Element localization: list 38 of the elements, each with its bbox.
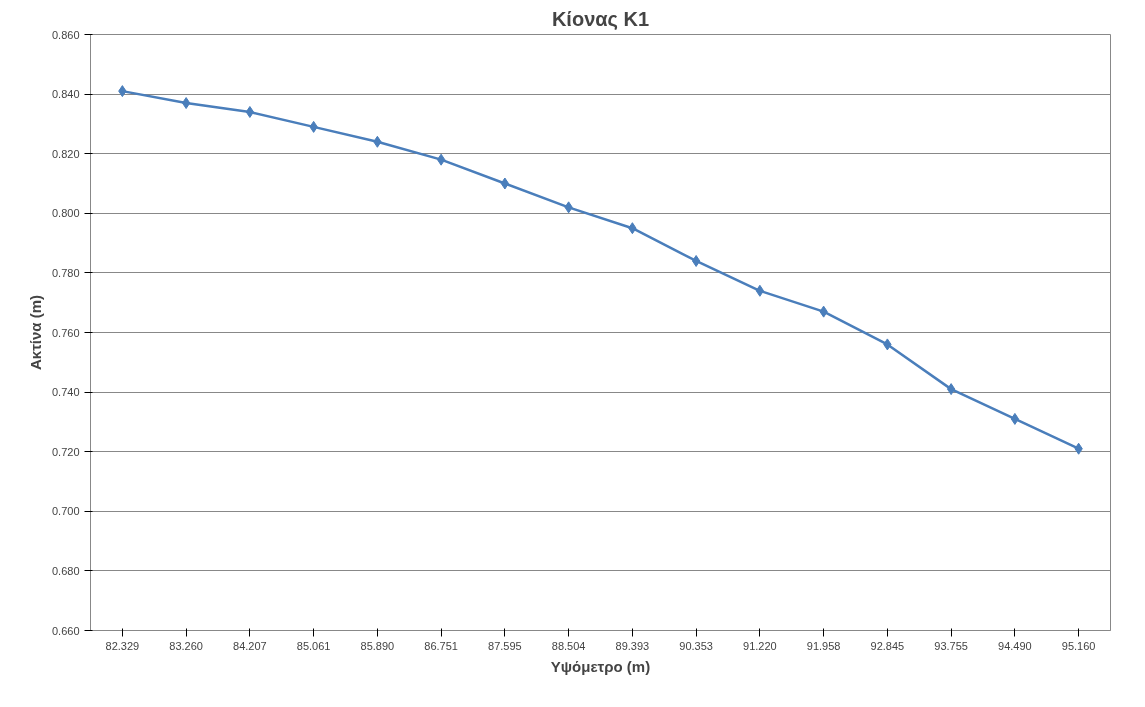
y-tick-label: 0.840 xyxy=(51,88,80,101)
y-tick-label: 0.700 xyxy=(51,505,80,518)
x-tick-label: 94.490 xyxy=(998,639,1032,652)
y-tick-label: 0.720 xyxy=(51,445,80,458)
x-tick-label: 85.061 xyxy=(296,639,331,652)
x-tick-label: 82.329 xyxy=(105,639,140,652)
y-axis-title: Ακτίνα (m) xyxy=(26,294,44,371)
x-tick-label: 88.504 xyxy=(551,639,586,652)
point xyxy=(245,105,255,118)
point xyxy=(691,254,701,267)
point xyxy=(181,97,191,110)
y-tick-label: 0.740 xyxy=(51,386,80,399)
x-tick-label: 91.220 xyxy=(743,639,777,652)
y-tick-label: 0.680 xyxy=(51,564,80,577)
x-tick-label: 84.207 xyxy=(233,639,267,652)
point xyxy=(1010,412,1020,425)
y-tick-label: 0.780 xyxy=(51,266,80,279)
y-tick-label: 0.800 xyxy=(51,207,80,220)
y-tick-label: 0.660 xyxy=(51,624,80,637)
point xyxy=(436,153,446,166)
x-tick-label: 90.353 xyxy=(679,639,713,652)
x-axis-title: Υψόμετρο (m) xyxy=(550,657,651,675)
x-tick-label: 86.751 xyxy=(424,639,458,652)
x-tick-label: 83.260 xyxy=(169,639,203,652)
x-tick-label: 91.958 xyxy=(806,639,841,652)
x-tick-label: 89.393 xyxy=(615,639,650,652)
y-tick-label: 0.820 xyxy=(51,147,80,160)
chart-title: Κίονας Κ1 xyxy=(551,7,650,30)
point xyxy=(755,284,765,297)
x-tick-label: 93.755 xyxy=(934,639,968,652)
x-tick-label: 95.160 xyxy=(1061,639,1096,652)
x-tick-label: 87.595 xyxy=(488,639,522,652)
x-tick-label: 85.890 xyxy=(360,639,395,652)
x-tick-label: 92.845 xyxy=(870,639,905,652)
point xyxy=(500,177,510,190)
y-tick-label: 0.760 xyxy=(51,326,80,339)
y-tick-label: 0.860 xyxy=(51,28,80,41)
point xyxy=(946,383,956,396)
